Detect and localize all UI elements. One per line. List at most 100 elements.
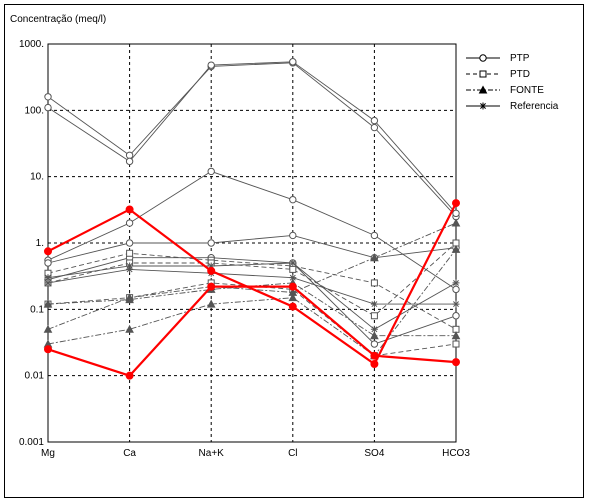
data-point	[125, 151, 134, 159]
series-line	[47, 268, 456, 305]
data-point	[125, 239, 134, 247]
data-point	[43, 324, 53, 333]
x-tick-label: Mg	[41, 448, 55, 459]
y-tick-label: 0.1	[30, 304, 44, 315]
data-point	[370, 359, 379, 368]
data-point	[288, 302, 297, 311]
grid	[48, 44, 456, 442]
chart-title: Concentração (meq/l)	[10, 14, 106, 25]
data-point	[289, 58, 297, 66]
x-tick-label: Cl	[288, 448, 297, 459]
x-tick-label: HCO3	[442, 448, 470, 459]
data-point	[43, 299, 53, 308]
data-point	[289, 259, 297, 267]
data-point	[125, 324, 134, 333]
data-point	[452, 340, 460, 348]
data-point	[207, 266, 216, 275]
x-tick-label: SO4	[364, 448, 384, 459]
legend-label: PTD	[510, 69, 530, 80]
data-point	[44, 93, 52, 101]
data-point	[44, 279, 52, 287]
highlight-series-line	[47, 202, 457, 366]
series-line	[47, 234, 457, 264]
data-point	[370, 300, 378, 308]
data-point	[44, 274, 52, 282]
data-point	[452, 285, 460, 294]
data-point	[451, 244, 461, 253]
data-point	[370, 253, 379, 262]
data-point	[370, 351, 379, 360]
data-point	[125, 205, 134, 214]
y-tick-label: 0.001	[19, 437, 44, 448]
series-line	[47, 249, 457, 357]
data-point	[370, 312, 378, 320]
data-point	[370, 279, 378, 287]
data-point	[44, 259, 52, 267]
data-point	[452, 279, 460, 287]
data-point	[479, 54, 487, 62]
data-point	[370, 231, 379, 240]
series-line	[47, 222, 457, 330]
legend-label: FONTE	[510, 85, 544, 96]
data-point	[451, 331, 461, 340]
data-point	[452, 199, 460, 208]
series-line	[47, 282, 457, 357]
series-line	[47, 61, 457, 214]
data-point	[207, 282, 216, 291]
x-tick-label: Ca	[123, 448, 136, 459]
data-point	[288, 282, 297, 291]
data-point	[289, 231, 297, 240]
data-point	[288, 293, 298, 302]
data-point	[451, 218, 461, 227]
data-point	[206, 299, 216, 308]
data-point	[479, 102, 487, 110]
y-tick-label: 1000.	[19, 39, 44, 50]
series-line	[47, 242, 457, 317]
x-axis: Mg Ca Na+K Cl SO4 HCO3	[41, 448, 470, 459]
chart-frame	[4, 4, 584, 498]
legend-label: PTP	[510, 53, 530, 64]
data-point	[125, 371, 134, 380]
series-line	[47, 62, 457, 217]
data-point	[207, 61, 215, 69]
data-point	[126, 262, 134, 270]
data-point	[44, 103, 52, 112]
data-point	[125, 157, 134, 166]
data-point	[207, 167, 215, 176]
y-tick-label: 10.	[30, 172, 44, 183]
data-point	[289, 274, 297, 282]
legend: PTP PTD FONTE Referencia	[466, 53, 559, 112]
highlight-series-line	[47, 285, 457, 377]
data-point	[452, 300, 460, 308]
data-point	[125, 219, 134, 227]
y-tick-label: 0.01	[25, 371, 45, 382]
data-point	[370, 331, 379, 340]
data-point	[44, 345, 52, 354]
y-tick-label: 100.	[25, 105, 44, 116]
data-point	[44, 247, 52, 256]
x-tick-label: Na+K	[199, 448, 225, 459]
data-point	[452, 312, 460, 320]
data-point	[289, 265, 297, 273]
data-point	[207, 262, 215, 270]
series-line	[47, 170, 457, 290]
data-point	[452, 358, 460, 367]
series-line	[47, 262, 457, 330]
data-point	[370, 116, 379, 125]
data-point	[452, 209, 460, 218]
data-point	[289, 195, 297, 204]
data-point	[370, 123, 379, 132]
data-point	[207, 239, 215, 247]
y-tick-label: 1.	[36, 238, 44, 249]
data-point	[126, 249, 134, 257]
data-point	[370, 340, 379, 348]
data-point	[478, 85, 488, 94]
series-group	[43, 58, 461, 380]
series-line	[47, 252, 457, 330]
data-point	[479, 70, 487, 78]
legend-label: Referencia	[510, 101, 559, 112]
data-point	[125, 295, 134, 304]
data-point	[370, 325, 378, 333]
y-axis: 1000. 100. 10. 1. 0.1 0.01 0.001	[19, 39, 44, 448]
